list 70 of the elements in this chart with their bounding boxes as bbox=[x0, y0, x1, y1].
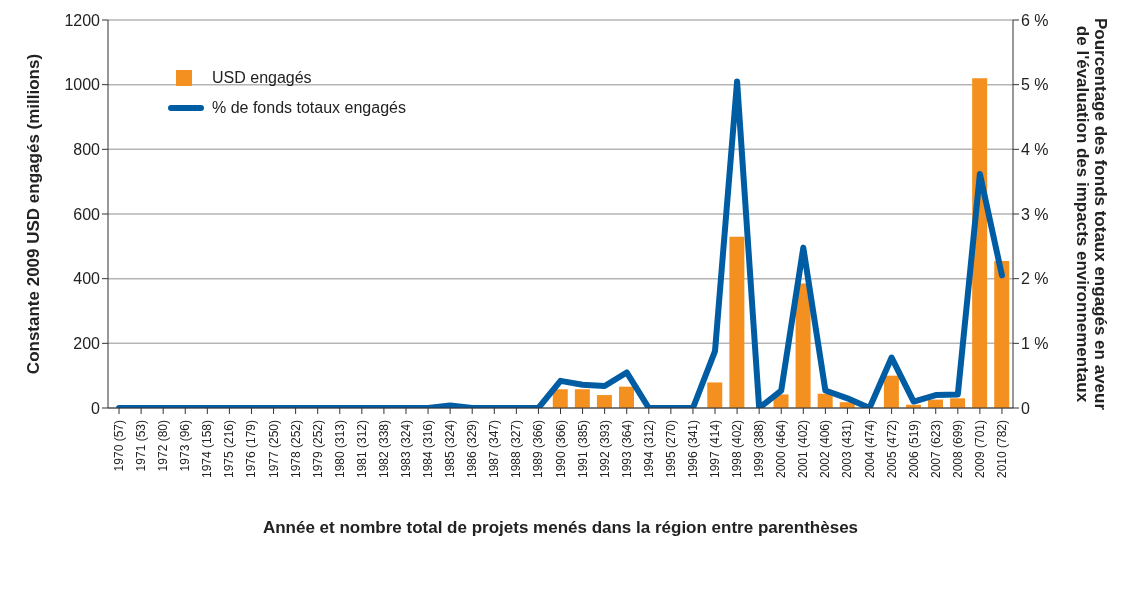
x-tick-label: 1993 (364) bbox=[619, 420, 634, 479]
y2-tick-label: 3 % bbox=[1021, 205, 1049, 223]
x-tick-label: 1990 (366) bbox=[553, 420, 568, 479]
x-tick-label: 1978 (252) bbox=[288, 420, 303, 479]
y-tick-label: 800 bbox=[73, 141, 101, 159]
bar bbox=[729, 236, 745, 408]
x-tick-label: 1981 (312) bbox=[354, 420, 369, 479]
x-tick-label: 1975 (216) bbox=[222, 420, 237, 479]
bar bbox=[994, 260, 1010, 408]
x-tick-label: 2010 (782) bbox=[994, 420, 1009, 479]
legend-label: USD engagés bbox=[212, 69, 312, 87]
y2-tick-label: 0 bbox=[1021, 399, 1030, 417]
x-tick-label: 1983 (324) bbox=[398, 420, 413, 479]
x-tick-label: 1991 (385) bbox=[575, 420, 590, 479]
y2-tick-label: 6 % bbox=[1021, 11, 1049, 29]
x-tick-label: 1997 (414) bbox=[708, 420, 723, 479]
x-tick-label: 1970 (57) bbox=[112, 420, 127, 472]
x-tick-label: 1974 (158) bbox=[200, 420, 215, 479]
x-tick-label: 1973 (96) bbox=[178, 420, 193, 472]
x-tick-label: 2006 (519) bbox=[906, 420, 921, 479]
y2-tick-label: 2 % bbox=[1021, 270, 1049, 288]
x-tick-label: 1999 (388) bbox=[752, 420, 767, 479]
bar bbox=[618, 386, 634, 408]
x-tick-label: 1996 (341) bbox=[685, 420, 700, 479]
x-tick-label: 1972 (80) bbox=[156, 420, 171, 472]
y-tick-label: 200 bbox=[73, 335, 101, 353]
x-tick-label: 2004 (474) bbox=[862, 420, 877, 479]
x-tick-label: 2009 (701) bbox=[972, 420, 987, 479]
x-tick-label: 2008 (699) bbox=[950, 420, 965, 479]
x-tick-label: 1989 (366) bbox=[531, 420, 546, 479]
x-tick-label: 2000 (464) bbox=[774, 420, 789, 479]
y-tick-label: 0 bbox=[91, 399, 101, 417]
x-tick-label: 1994 (312) bbox=[641, 420, 656, 479]
y-axis-title: Constante 2009 USD engagés (millions) bbox=[24, 53, 44, 375]
x-tick-label: 1987 (347) bbox=[487, 420, 502, 479]
y2-axis-title: Pourcentage des fonds totaux engagés en aveur de l'évaluation des impacts environnementaux bbox=[1073, 17, 1110, 411]
bar bbox=[950, 398, 966, 408]
x-tick-label: 1976 (179) bbox=[244, 420, 259, 479]
y-tick-label: 400 bbox=[73, 270, 101, 288]
bar bbox=[883, 375, 899, 408]
x-tick-label: 1992 (393) bbox=[597, 420, 612, 479]
legend-label: % de fonds totaux engagés bbox=[212, 99, 406, 117]
y-tick-label: 1200 bbox=[64, 11, 101, 29]
bar bbox=[707, 382, 723, 408]
x-tick-label: 2003 (431) bbox=[840, 420, 855, 479]
bar bbox=[596, 395, 612, 408]
x-tick-label: 2007 (623) bbox=[928, 420, 943, 479]
x-tick-label: 1980 (313) bbox=[332, 420, 347, 479]
x-tick-label: 1986 (329) bbox=[465, 420, 480, 479]
y2-tick-label: 5 % bbox=[1021, 76, 1049, 94]
x-tick-label: 2005 (472) bbox=[884, 420, 899, 479]
bar bbox=[552, 389, 568, 408]
x-tick-label: 1982 (338) bbox=[376, 420, 391, 479]
x-tick-label: 1988 (327) bbox=[509, 420, 524, 479]
x-tick-label: 1971 (53) bbox=[134, 420, 149, 472]
x-tick-label: 1998 (402) bbox=[730, 420, 745, 479]
x-tick-label: 1977 (250) bbox=[266, 420, 281, 479]
x-tick-label: 2001 (402) bbox=[796, 420, 811, 479]
x-tick-label: 1984 (316) bbox=[421, 420, 436, 479]
x-tick-label: 2002 (406) bbox=[818, 420, 833, 479]
y2-tick-label: 4 % bbox=[1021, 141, 1049, 159]
x-tick-label: 1985 (324) bbox=[443, 420, 458, 479]
y-tick-label: 1000 bbox=[64, 76, 101, 94]
y-tick-label: 600 bbox=[73, 205, 101, 223]
x-tick-label: 1995 (270) bbox=[663, 420, 678, 479]
x-tick-label: 1979 (252) bbox=[310, 420, 325, 479]
bar bbox=[795, 283, 811, 408]
y2-tick-label: 1 % bbox=[1021, 335, 1049, 353]
bar bbox=[574, 389, 590, 408]
x-axis-title: Année et nombre total de projets menés dans la région entre parenthèses bbox=[262, 518, 859, 537]
